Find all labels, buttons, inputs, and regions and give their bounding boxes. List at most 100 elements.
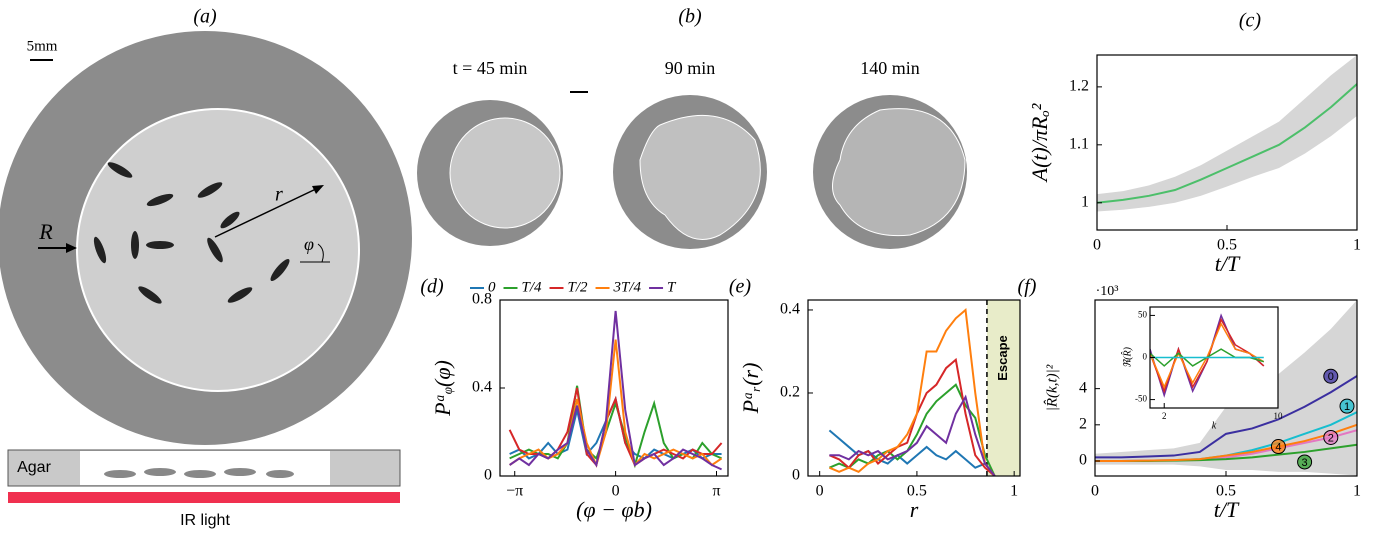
y-tick-label: 0.4 — [780, 301, 800, 318]
x-tick-label: 0 — [1093, 237, 1101, 254]
phi-label: φ — [304, 234, 314, 254]
ir-bar — [8, 492, 400, 503]
y-tick-label: 0 — [792, 467, 800, 484]
legend-label: 2 — [1328, 432, 1334, 444]
radius-line — [214, 187, 319, 238]
series-line — [509, 395, 722, 460]
legend-label: 0 — [1328, 371, 1334, 383]
series-line — [1095, 423, 1357, 462]
legend-label: 1 — [1344, 401, 1350, 413]
legend-marker — [1323, 429, 1339, 445]
r-label: r — [275, 184, 283, 206]
x-axis-label: r — [910, 497, 919, 522]
time-label: 90 min — [665, 58, 716, 78]
legend-label: T/4 — [522, 279, 543, 295]
arena-inner — [832, 108, 966, 237]
x-tick-label: 2 — [1162, 411, 1167, 421]
agar-label: Agar — [17, 459, 51, 476]
ants — [93, 162, 290, 304]
x-axis-label: t/T — [1214, 497, 1240, 522]
series-line — [509, 339, 723, 468]
y-tick-label: 1.1 — [1069, 135, 1089, 152]
series-line — [509, 310, 722, 471]
angle-arc — [317, 243, 324, 263]
scale-label: 5mm — [27, 38, 58, 54]
y-tick-label: 2 — [1079, 415, 1087, 432]
x-tick-label: 1 — [1353, 483, 1361, 500]
y-tick-label: 4 — [1079, 379, 1087, 396]
x-axis-label: (φ − φb) — [576, 497, 652, 522]
band — [1095, 300, 1357, 476]
arrow-head — [66, 243, 77, 253]
arena-inner — [449, 117, 561, 229]
legend-label: 4 — [1275, 441, 1281, 453]
x-axis-label: t/T — [1215, 251, 1241, 276]
y-tick-label: 0 — [484, 467, 492, 484]
y-tick-label: 0 — [1079, 452, 1087, 469]
legend-marker — [1270, 439, 1286, 455]
legend-label: T/2 — [568, 279, 589, 295]
x-tick-label: 0 — [816, 483, 824, 500]
axis-exponent: ·10³ — [1096, 284, 1119, 299]
plot-area — [1097, 55, 1357, 212]
x-tick-label: −π — [506, 483, 523, 500]
y-axis-label: |R̂(k,t)|² — [1044, 364, 1060, 411]
plot-area — [508, 310, 723, 471]
arena-inner — [639, 114, 761, 240]
panel-label: (e) — [729, 276, 752, 298]
legend-marker — [1339, 398, 1355, 414]
series-line — [828, 429, 996, 476]
x-tick-label: 0 — [612, 483, 620, 500]
legend-marker — [1323, 368, 1339, 384]
panel-label: (a) — [193, 6, 217, 28]
escape-label: Escape — [995, 335, 1010, 381]
x-axis-label: k — [1212, 420, 1217, 431]
panel-label: (f) — [1018, 276, 1037, 298]
series-line — [829, 357, 996, 476]
legend-label: 3 — [1302, 457, 1308, 469]
panel-label: (c) — [1239, 10, 1262, 32]
x-tick-label: 0.5 — [1217, 237, 1237, 254]
time-label: t = 45 min — [453, 58, 528, 78]
axes-frame — [807, 299, 1021, 477]
y-tick-label: 1.2 — [1069, 78, 1089, 95]
x-tick-label: 0.5 — [1216, 483, 1236, 500]
y-tick-label: -50 — [1135, 394, 1147, 404]
ant-side — [104, 468, 294, 478]
plot-area — [1095, 300, 1357, 476]
arrow-head — [312, 185, 324, 194]
legend-label: T — [667, 279, 677, 295]
legend-label: 0 — [488, 279, 496, 295]
escape-region — [986, 300, 1020, 476]
y-axis-label: ℜ(R̂) — [1121, 346, 1134, 368]
y-tick-label: 50 — [1138, 309, 1148, 319]
y-axis-label: Pᵃᵣ(r) — [738, 363, 763, 415]
y-tick-label: 1 — [1081, 193, 1089, 210]
series-line — [1095, 375, 1357, 459]
radius-label: R — [38, 219, 53, 244]
legend-label: 3T/4 — [613, 279, 642, 295]
series-line — [1097, 83, 1357, 204]
y-tick-label: 0.2 — [780, 384, 800, 401]
legend-marker — [1297, 454, 1313, 470]
y-axis-label: Pᵃᵩ(φ) — [430, 360, 455, 417]
band — [1097, 55, 1357, 212]
series-line — [829, 383, 996, 476]
x-tick-label: 10 — [1274, 411, 1284, 421]
y-axis-label: A(t)/πRₒ² — [1027, 103, 1052, 183]
series-line — [829, 307, 996, 476]
y-tick-label: 0.4 — [472, 379, 492, 396]
panel-label: (b) — [678, 6, 702, 28]
y-tick-label: 0 — [1143, 352, 1148, 362]
plot-area — [1150, 313, 1265, 398]
x-tick-label: π — [712, 483, 720, 500]
y-tick-label: 0.8 — [472, 291, 492, 308]
x-tick-label: 0.5 — [907, 483, 927, 500]
time-label: 140 min — [860, 58, 920, 78]
x-tick-label: 0 — [1091, 483, 1099, 500]
x-tick-label: 1 — [1353, 237, 1361, 254]
ir-label: IR light — [180, 512, 230, 529]
panel-label: (d) — [420, 276, 444, 298]
x-tick-label: 1 — [1010, 483, 1018, 500]
